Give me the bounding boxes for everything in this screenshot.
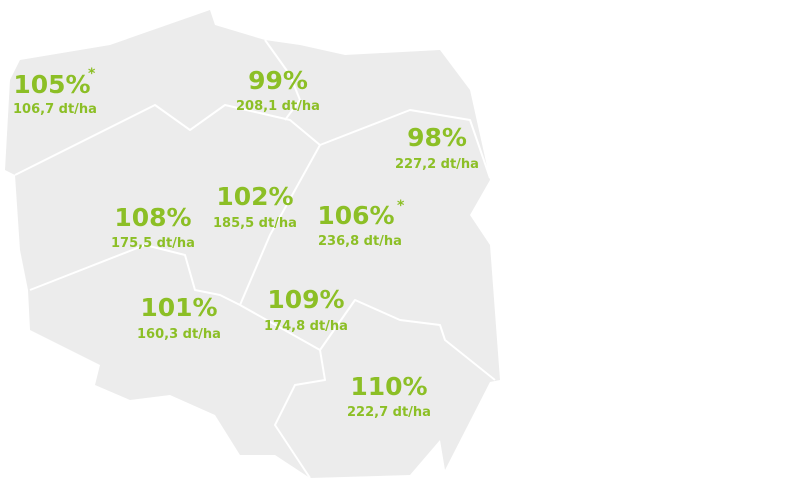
border	[14, 104, 321, 176]
region-percent: 106%	[317, 201, 394, 230]
country-outline	[5, 10, 500, 478]
region-note: *	[397, 198, 405, 214]
region-percent: 98%	[407, 123, 467, 152]
region-yield: 208,1 dt/ha	[236, 99, 320, 114]
region-percent: 99%	[248, 66, 308, 95]
region-yield: 160,3 dt/ha	[137, 327, 221, 342]
border	[264, 39, 301, 121]
region-percent: 108%	[114, 203, 191, 232]
region-yield: 236,8 dt/ha	[318, 234, 402, 249]
region-percent: 101%	[140, 293, 217, 322]
region-yield: 222,7 dt/ha	[347, 405, 431, 420]
region-borders	[14, 39, 496, 479]
labels: 105% * 106,7 dt/ha 99% 208,1 dt/ha 98% 2…	[13, 66, 479, 420]
border	[319, 109, 491, 179]
region-percent: 102%	[216, 182, 293, 211]
region-percent: 105%	[13, 70, 90, 99]
region-yield: 227,2 dt/ha	[395, 157, 479, 172]
region-yield: 175,5 dt/ha	[111, 236, 195, 251]
region-percent: 109%	[267, 285, 344, 314]
region-note: *	[88, 66, 96, 82]
region-yield: 174,8 dt/ha	[264, 319, 348, 334]
region-yield: 185,5 dt/ha	[213, 216, 297, 231]
region-yield: 106,7 dt/ha	[13, 102, 97, 117]
region-percent: 110%	[350, 372, 427, 401]
border	[29, 144, 321, 306]
border	[274, 349, 326, 479]
